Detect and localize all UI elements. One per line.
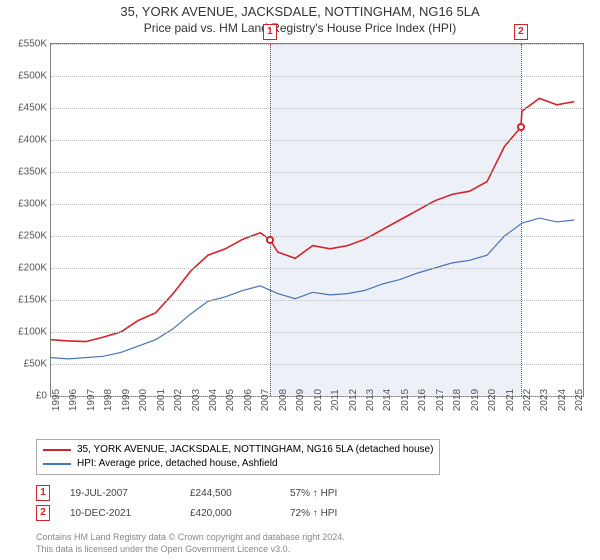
x-axis-label: 2022: [522, 389, 533, 411]
x-axis-label: 2015: [400, 389, 411, 411]
x-axis-label: 2012: [348, 389, 359, 411]
sale-row: 2 10-DEC-2021 £420,000 72% ↑ HPI: [36, 503, 590, 523]
x-axis-label: 1997: [86, 389, 97, 411]
legend-swatch-1: [43, 449, 71, 451]
x-axis-label: 2010: [313, 389, 324, 411]
x-axis-label: 2021: [505, 389, 516, 411]
marker-dot-2: [517, 123, 525, 131]
title-block: 35, YORK AVENUE, JACKSDALE, NOTTINGHAM, …: [0, 0, 600, 37]
legend-row-1: 35, YORK AVENUE, JACKSDALE, NOTTINGHAM, …: [43, 443, 433, 457]
marker-box-1: 1: [263, 24, 277, 40]
x-axis-label: 2024: [557, 389, 568, 411]
y-axis-label: £200K: [18, 263, 47, 274]
gridline: [51, 108, 583, 109]
footer: Contains HM Land Registry data © Crown c…: [36, 531, 590, 555]
x-axis-label: 1996: [68, 389, 79, 411]
x-axis-label: 2019: [470, 389, 481, 411]
x-axis-label: 2013: [365, 389, 376, 411]
x-axis-label: 2004: [208, 389, 219, 411]
y-axis-label: £450K: [18, 103, 47, 114]
x-axis-label: 2009: [295, 389, 306, 411]
title-sub: Price paid vs. HM Land Registry's House …: [0, 21, 600, 35]
sale-badge: 1: [36, 485, 50, 501]
x-axis-label: 1995: [51, 389, 62, 411]
x-axis-label: 2018: [452, 389, 463, 411]
y-axis-label: £550K: [18, 39, 47, 50]
x-axis-label: 2016: [417, 389, 428, 411]
sale-pct: 72% ↑ HPI: [290, 508, 370, 519]
y-axis-label: £0: [36, 391, 47, 402]
y-axis-label: £300K: [18, 199, 47, 210]
y-axis-label: £500K: [18, 71, 47, 82]
legend-row-2: HPI: Average price, detached house, Ashf…: [43, 457, 433, 471]
chart-container: 35, YORK AVENUE, JACKSDALE, NOTTINGHAM, …: [0, 0, 600, 560]
x-axis-label: 2002: [173, 389, 184, 411]
gridline: [51, 140, 583, 141]
chart-area: £0£50K£100K£150K£200K£250K£300K£350K£400…: [36, 43, 592, 433]
x-axis-label: 2023: [539, 389, 550, 411]
gridline: [51, 44, 583, 45]
gridline: [51, 76, 583, 77]
footer-line-1: Contains HM Land Registry data © Crown c…: [36, 531, 590, 543]
y-axis-label: £350K: [18, 167, 47, 178]
sale-date: 10-DEC-2021: [70, 508, 170, 519]
legend-box: 35, YORK AVENUE, JACKSDALE, NOTTINGHAM, …: [36, 439, 440, 475]
x-axis-label: 2017: [435, 389, 446, 411]
marker-vline-2: [521, 44, 522, 396]
x-axis-label: 1998: [103, 389, 114, 411]
y-axis-label: £50K: [24, 359, 47, 370]
marker-box-2: 2: [514, 24, 528, 40]
gridline: [51, 236, 583, 237]
series-line-0: [51, 98, 574, 341]
x-axis-label: 2001: [156, 389, 167, 411]
x-axis-label: 1999: [121, 389, 132, 411]
x-axis-label: 2020: [487, 389, 498, 411]
sale-date: 19-JUL-2007: [70, 488, 170, 499]
footer-line-2: This data is licensed under the Open Gov…: [36, 543, 590, 555]
x-axis-label: 2005: [225, 389, 236, 411]
marker-vline-1: [270, 44, 271, 396]
y-axis-label: £150K: [18, 295, 47, 306]
x-axis-label: 2025: [574, 389, 585, 411]
legend-swatch-2: [43, 463, 71, 465]
sale-table: 1 19-JUL-2007 £244,500 57% ↑ HPI 2 10-DEC-202…: [36, 483, 590, 523]
gridline: [51, 364, 583, 365]
plot-region: £0£50K£100K£150K£200K£250K£300K£350K£400…: [50, 43, 584, 397]
y-axis-label: £250K: [18, 231, 47, 242]
gridline: [51, 172, 583, 173]
line-svg: [51, 44, 583, 396]
sale-price: £244,500: [190, 488, 270, 499]
x-axis-label: 2011: [330, 389, 341, 411]
sale-row: 1 19-JUL-2007 £244,500 57% ↑ HPI: [36, 483, 590, 503]
sale-pct: 57% ↑ HPI: [290, 488, 370, 499]
sale-badge: 2: [36, 505, 50, 521]
x-axis-label: 2003: [191, 389, 202, 411]
gridline: [51, 300, 583, 301]
series-line-1: [51, 218, 574, 359]
x-axis-label: 2008: [278, 389, 289, 411]
title-main: 35, YORK AVENUE, JACKSDALE, NOTTINGHAM, …: [0, 4, 600, 19]
x-axis-label: 2000: [138, 389, 149, 411]
legend-label-2: HPI: Average price, detached house, Ashf…: [77, 457, 278, 471]
gridline: [51, 332, 583, 333]
legend-label-1: 35, YORK AVENUE, JACKSDALE, NOTTINGHAM, …: [77, 443, 433, 457]
marker-dot-1: [266, 236, 274, 244]
gridline: [51, 268, 583, 269]
x-axis-label: 2006: [243, 389, 254, 411]
y-axis-label: £400K: [18, 135, 47, 146]
gridline: [51, 204, 583, 205]
legend-area: 35, YORK AVENUE, JACKSDALE, NOTTINGHAM, …: [36, 439, 590, 475]
x-axis-label: 2014: [382, 389, 393, 411]
y-axis-label: £100K: [18, 327, 47, 338]
sale-price: £420,000: [190, 508, 270, 519]
